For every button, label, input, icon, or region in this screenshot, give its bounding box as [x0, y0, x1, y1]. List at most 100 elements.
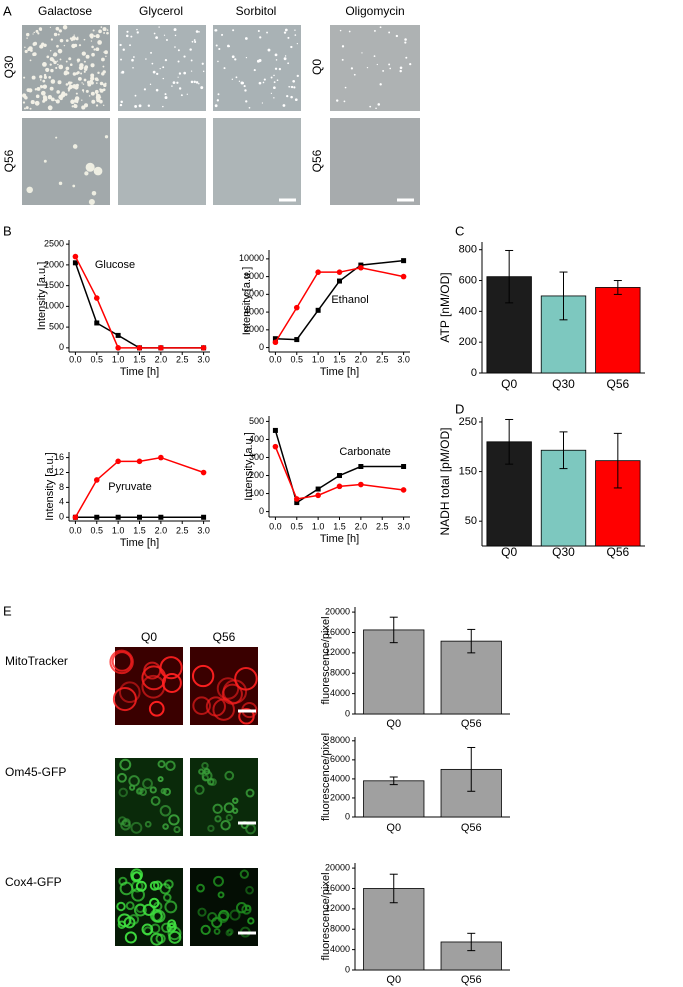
cell	[116, 901, 126, 912]
annotation: Ethanol	[331, 294, 368, 306]
photo	[118, 118, 206, 205]
colony	[294, 98, 298, 102]
colony	[102, 27, 107, 32]
colony	[273, 97, 275, 99]
colony	[177, 49, 180, 52]
colony	[248, 106, 251, 109]
colony	[71, 36, 77, 41]
colony	[90, 63, 95, 68]
colony	[64, 93, 68, 96]
column-label: Oligomycin	[345, 4, 404, 18]
marker	[272, 427, 278, 433]
colony	[35, 29, 39, 33]
marker	[315, 269, 321, 275]
column-label: Sorbitol	[236, 4, 277, 18]
cell	[245, 788, 255, 798]
colony	[55, 26, 60, 31]
colony	[55, 99, 60, 104]
colony	[76, 58, 81, 62]
colony	[178, 72, 182, 75]
colony	[178, 87, 182, 90]
colony	[39, 85, 43, 88]
cell	[203, 767, 211, 775]
colony	[94, 89, 99, 94]
colony	[155, 36, 158, 40]
colony	[24, 95, 28, 100]
bar	[363, 780, 425, 818]
y-tick-label: 10000	[239, 253, 264, 263]
colony	[43, 73, 47, 77]
colony	[201, 62, 204, 65]
colony	[223, 67, 226, 70]
colony	[214, 104, 218, 108]
colony	[81, 99, 83, 101]
colony	[24, 107, 26, 110]
colony	[39, 45, 43, 49]
colony	[273, 74, 275, 77]
marker	[115, 458, 121, 465]
colony	[292, 79, 296, 83]
marker	[272, 443, 279, 450]
colony	[238, 80, 241, 82]
colony	[47, 105, 53, 111]
colony	[58, 181, 63, 186]
colony	[106, 31, 109, 35]
colony	[273, 81, 276, 84]
marker	[94, 320, 100, 326]
colony	[99, 99, 103, 104]
colony	[121, 70, 125, 74]
colony	[91, 99, 96, 104]
colony	[101, 57, 105, 62]
colony	[23, 76, 26, 79]
colony	[49, 26, 52, 28]
photo	[213, 118, 301, 205]
colony	[64, 70, 68, 73]
colony	[69, 63, 73, 66]
cell	[142, 778, 153, 790]
colony	[173, 28, 177, 32]
colony	[284, 28, 288, 32]
colony	[106, 29, 109, 31]
cell	[143, 661, 162, 680]
colony	[88, 198, 95, 206]
cell	[239, 869, 249, 879]
colony	[162, 66, 165, 69]
x-tick-label: Q0	[386, 822, 401, 834]
y-tick-label: 4000	[330, 688, 350, 698]
colony	[216, 99, 220, 102]
y-tick-label: 100	[249, 488, 264, 498]
colony	[373, 55, 376, 57]
colony	[91, 52, 95, 57]
micrograph	[115, 647, 183, 725]
marker	[136, 345, 143, 351]
annotation: Carbonate	[339, 446, 390, 458]
colony	[101, 72, 105, 76]
y-tick-label: 4000	[330, 944, 350, 954]
marker	[272, 336, 278, 342]
y-tick-label: 600	[459, 274, 477, 286]
colony	[126, 34, 129, 38]
row-label: Cox4-GFP	[5, 875, 62, 889]
colony	[176, 81, 179, 84]
colony	[60, 92, 66, 98]
row-label: Q0	[310, 59, 324, 75]
colony	[53, 32, 58, 37]
colony	[286, 94, 289, 98]
cell	[128, 775, 140, 787]
cell	[192, 696, 211, 715]
x-tick-label: Q0	[386, 718, 401, 730]
series-line	[274, 266, 404, 343]
colony	[399, 66, 403, 70]
cell	[214, 815, 222, 823]
colony	[138, 104, 142, 108]
marker	[93, 477, 100, 483]
y-tick-label: 8000	[244, 271, 264, 281]
colony	[30, 49, 33, 52]
cell	[200, 924, 211, 936]
colony	[296, 74, 299, 78]
colony	[134, 94, 137, 97]
colony	[29, 59, 32, 62]
colony	[83, 78, 87, 82]
cell	[150, 932, 164, 946]
